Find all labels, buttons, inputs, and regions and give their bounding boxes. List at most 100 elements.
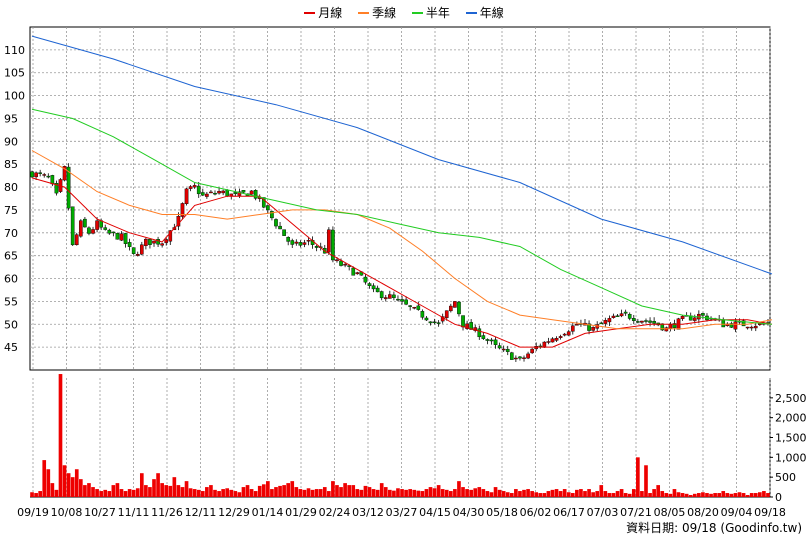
volume-bar [306, 488, 311, 497]
volume-bar [481, 489, 486, 497]
volume-bar [66, 473, 71, 497]
volume-bar [583, 491, 587, 497]
x-tick-label: 06/02 [520, 506, 552, 519]
volume-bar [91, 487, 95, 497]
volume-bar [713, 493, 717, 497]
legend-item-halfyear: 半年 [411, 4, 450, 21]
candle-body [160, 243, 164, 246]
legend-label-halfyear: 半年 [425, 6, 450, 20]
volume-bar [298, 489, 303, 497]
volume-bar [50, 483, 55, 497]
volume-bar [343, 483, 347, 497]
volume-bar [497, 489, 502, 497]
candle-body [131, 247, 136, 254]
volume-bar [509, 493, 514, 497]
volume-bar [355, 489, 360, 497]
volume-bar [603, 491, 608, 497]
candle-body [465, 323, 469, 329]
volume-bar [615, 491, 620, 497]
volume-bar [270, 489, 274, 497]
price-y-tick-label: 50 [4, 318, 18, 331]
candle-body [753, 325, 758, 329]
candle-body [261, 197, 266, 208]
volume-bar [314, 489, 319, 497]
candle-body [164, 239, 169, 243]
volume-bar [692, 493, 697, 497]
candle-body [184, 188, 189, 204]
volume-bar [34, 493, 38, 497]
volume-bar [209, 485, 213, 497]
volume-bar [351, 485, 356, 497]
volume-bar [107, 491, 112, 497]
candle-body [672, 323, 677, 329]
candle-body [74, 234, 79, 246]
volume-bar [611, 493, 616, 497]
x-tick-label: 09/19 [17, 506, 49, 519]
candle-body [400, 299, 404, 302]
volume-bar [371, 489, 376, 497]
candle-body [148, 238, 152, 245]
volume-bar [575, 489, 579, 497]
candle-body [298, 242, 303, 246]
volume-bar [241, 487, 246, 497]
volume-bar [697, 493, 701, 497]
price-y-tick-label: 95 [4, 112, 18, 125]
candle-body [107, 229, 112, 234]
candle-body [733, 321, 738, 330]
x-tick-label: 10/08 [51, 506, 83, 519]
volume-bar [636, 457, 640, 497]
volume-bar [148, 487, 152, 497]
legend-swatch-monthly [304, 11, 316, 14]
ma-line-quarterly [31, 150, 773, 330]
price-y-tick-label: 100 [4, 90, 25, 103]
candle-body [294, 241, 299, 244]
volume-bar [733, 493, 738, 497]
volume-bar [623, 493, 628, 497]
candle-body [701, 313, 705, 316]
volume-bar [741, 493, 746, 497]
volume-bar [758, 492, 762, 497]
candle-body [623, 311, 628, 314]
candle-body [379, 291, 384, 299]
x-tick-label: 01/14 [252, 506, 284, 519]
volume-bar [538, 493, 543, 497]
x-tick-label: 11/11 [118, 506, 150, 519]
candle-body [570, 325, 575, 332]
volume-bar [196, 489, 201, 497]
volume-bar [83, 485, 87, 497]
candle-body [54, 183, 59, 194]
candle-body [188, 186, 193, 189]
candle-body [554, 338, 559, 341]
candle-body [505, 348, 510, 352]
volume-bar [164, 485, 169, 497]
price-y-tick-label: 80 [4, 181, 18, 194]
candle-body [115, 233, 120, 240]
candle-body [383, 297, 388, 300]
volume-bar [123, 491, 128, 497]
candle-body [180, 203, 185, 217]
volume-bar [261, 484, 266, 497]
candle-body [493, 339, 498, 345]
candle-body [286, 237, 291, 242]
volume-bar [542, 493, 547, 497]
volume-bar [448, 491, 453, 497]
volume-bar [457, 481, 461, 497]
x-tick-label: 03/27 [386, 506, 418, 519]
volume-bar [168, 485, 173, 497]
legend-item-quarterly: 季線 [358, 4, 396, 21]
volume-bar [347, 485, 352, 497]
x-tick-label: 04/15 [419, 506, 451, 519]
volume-bar [131, 489, 136, 497]
volume-bar [432, 488, 437, 497]
legend-label-yearly: 年線 [479, 6, 504, 20]
volume-bar [737, 492, 742, 497]
candle-body [416, 305, 421, 310]
volume-bar [237, 492, 242, 497]
candle-body [266, 205, 270, 211]
legend-label-quarterly: 季線 [372, 6, 397, 20]
candle-body [530, 348, 534, 354]
volume-bar [562, 489, 567, 497]
price-y-tick-label: 55 [4, 295, 18, 308]
volume-bar [566, 492, 571, 497]
